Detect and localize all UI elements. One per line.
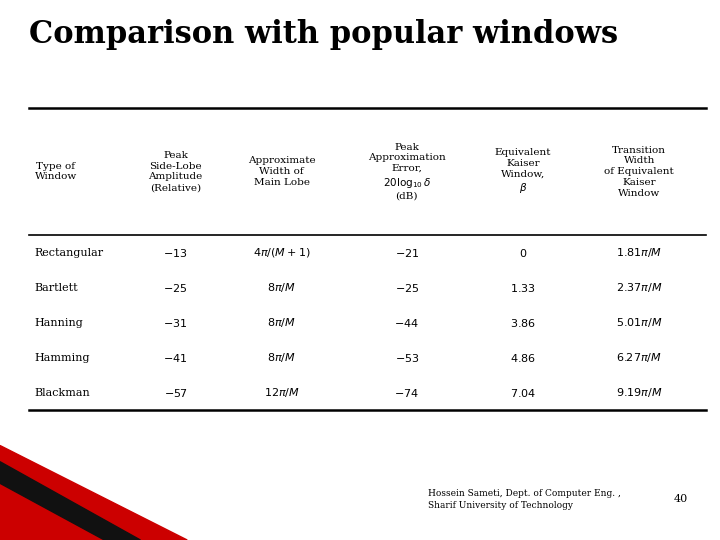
Text: Bartlett: Bartlett	[35, 282, 78, 293]
Text: Approximate
Width of
Main Lobe: Approximate Width of Main Lobe	[248, 156, 315, 187]
Text: $4\pi/(M+1)$: $4\pi/(M+1)$	[253, 246, 310, 259]
Text: Blackman: Blackman	[35, 388, 90, 398]
Polygon shape	[0, 446, 187, 540]
Text: $-57$: $-57$	[163, 387, 187, 399]
Text: Hanning: Hanning	[35, 318, 84, 328]
Text: $4.86$: $4.86$	[510, 352, 536, 364]
Text: $-25$: $-25$	[395, 282, 419, 294]
Text: Hossein Sameti, Dept. of Computer Eng. ,
Sharif University of Technology: Hossein Sameti, Dept. of Computer Eng. ,…	[428, 489, 621, 510]
Text: Type of
Window: Type of Window	[35, 161, 77, 181]
Text: 40: 40	[673, 495, 688, 504]
Text: $-25$: $-25$	[163, 282, 188, 294]
Text: $1.81\pi/M$: $1.81\pi/M$	[616, 246, 662, 259]
Text: $8\pi/M$: $8\pi/M$	[267, 352, 296, 365]
Text: $3.86$: $3.86$	[510, 316, 536, 329]
Polygon shape	[0, 462, 140, 540]
Text: Hamming: Hamming	[35, 353, 90, 363]
Text: $0$: $0$	[518, 247, 527, 259]
Text: $-74$: $-74$	[395, 387, 419, 399]
Text: $-21$: $-21$	[395, 247, 419, 259]
Text: Equivalent
Kaiser
Window,
$\beta$: Equivalent Kaiser Window, $\beta$	[495, 148, 551, 195]
Text: $2.37\pi/M$: $2.37\pi/M$	[616, 281, 662, 294]
Text: $12\pi/M$: $12\pi/M$	[264, 386, 300, 400]
Text: $1.33$: $1.33$	[510, 282, 536, 294]
Text: $8\pi/M$: $8\pi/M$	[267, 281, 296, 294]
Text: $9.19\pi/M$: $9.19\pi/M$	[616, 386, 662, 400]
Text: Peak
Approximation
Error,
$20\log_{10}\delta$
(dB): Peak Approximation Error, $20\log_{10}\d…	[368, 143, 446, 200]
Text: Peak
Side-Lobe
Amplitude
(Relative): Peak Side-Lobe Amplitude (Relative)	[148, 151, 203, 192]
Text: $-44$: $-44$	[395, 316, 419, 329]
Text: $8\pi/M$: $8\pi/M$	[267, 316, 296, 329]
Text: Transition
Width
of Equivalent
Kaiser
Window: Transition Width of Equivalent Kaiser Wi…	[604, 145, 674, 198]
Text: $6.27\pi/M$: $6.27\pi/M$	[616, 352, 662, 365]
Text: $7.04$: $7.04$	[510, 387, 536, 399]
Text: $-41$: $-41$	[163, 352, 188, 364]
Text: $-53$: $-53$	[395, 352, 419, 364]
Text: Rectangular: Rectangular	[35, 247, 104, 258]
Text: $5.01\pi/M$: $5.01\pi/M$	[616, 316, 662, 329]
Text: Comparison with popular windows: Comparison with popular windows	[29, 19, 618, 50]
Text: $-13$: $-13$	[163, 247, 188, 259]
Text: $-31$: $-31$	[163, 316, 188, 329]
